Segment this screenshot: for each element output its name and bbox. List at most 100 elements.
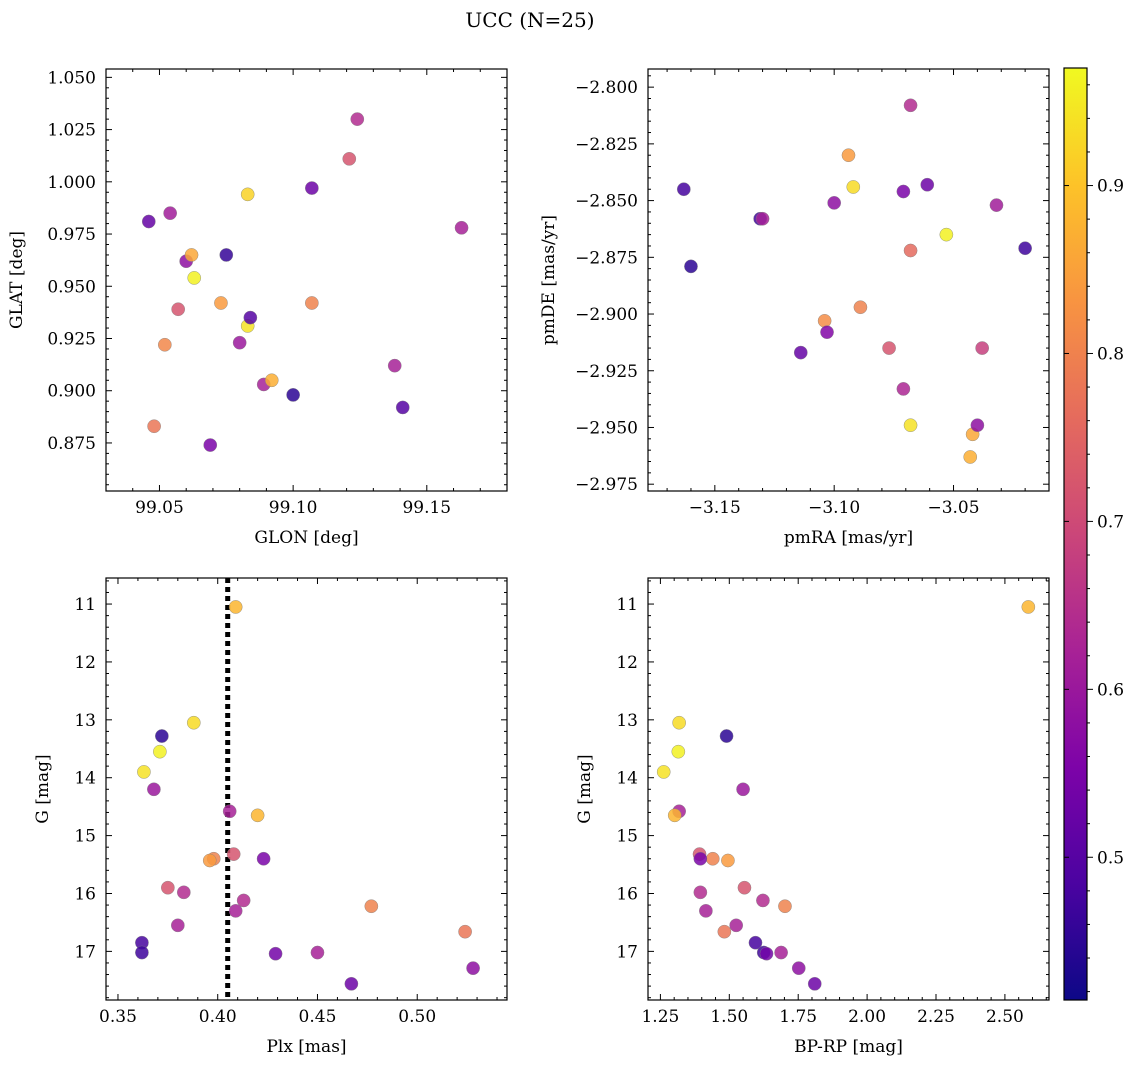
data-point xyxy=(305,181,319,195)
colorbar-tick-label: 0.6 xyxy=(1097,680,1124,700)
data-point xyxy=(756,893,770,908)
data-point xyxy=(736,782,750,797)
data-point xyxy=(963,450,978,464)
data-point xyxy=(975,341,989,355)
data-point xyxy=(672,715,686,730)
data-point xyxy=(286,388,300,402)
data-point xyxy=(184,248,199,262)
x-tick-label: 0.50 xyxy=(398,1007,436,1027)
data-point xyxy=(155,729,169,743)
data-point xyxy=(256,851,271,866)
data-point xyxy=(147,419,161,434)
y-axis-label: G [mag] xyxy=(33,754,53,823)
data-point xyxy=(817,314,832,328)
data-point xyxy=(719,729,734,743)
data-point xyxy=(989,198,1004,212)
data-point xyxy=(342,152,357,166)
x-axis-label: pmRA [mas/yr] xyxy=(784,528,913,548)
data-point xyxy=(827,196,841,210)
y-tick-label: −2.950 xyxy=(575,418,638,438)
data-point xyxy=(158,337,172,352)
x-tick-label: 99.15 xyxy=(402,498,451,518)
data-point xyxy=(171,302,185,317)
data-point xyxy=(699,904,713,918)
data-point xyxy=(903,418,918,433)
y-tick-label: 11 xyxy=(74,595,96,615)
y-tick-label: −2.875 xyxy=(575,248,638,268)
y-tick-label: −2.800 xyxy=(575,78,638,98)
y-tick-label: 0.975 xyxy=(47,225,96,245)
y-tick-label: −2.925 xyxy=(575,362,638,382)
data-point xyxy=(228,600,243,614)
y-tick-label: 0.950 xyxy=(47,277,96,297)
data-point xyxy=(141,214,156,229)
data-point xyxy=(677,182,691,197)
x-tick-label: 99.05 xyxy=(135,498,184,518)
data-point xyxy=(656,765,671,779)
y-axis-label: GLAT [deg] xyxy=(7,231,27,329)
y-tick-label: 14 xyxy=(74,769,96,789)
data-point xyxy=(717,924,732,939)
data-point xyxy=(344,976,359,991)
data-point xyxy=(264,373,279,388)
data-point xyxy=(454,220,469,235)
y-tick-label: 17 xyxy=(616,942,638,962)
data-point xyxy=(240,187,255,202)
y-tick-label: 16 xyxy=(74,884,96,904)
data-point xyxy=(226,847,241,861)
data-point xyxy=(395,400,410,415)
data-point xyxy=(236,893,251,908)
x-tick-label: −3.10 xyxy=(808,498,860,518)
y-tick-label: 17 xyxy=(74,942,96,962)
axes-frame xyxy=(647,577,1050,1001)
data-point xyxy=(793,345,808,360)
data-point xyxy=(896,184,911,199)
data-point xyxy=(310,945,325,960)
x-tick-label: 1.75 xyxy=(779,1007,817,1027)
y-tick-label: 1.025 xyxy=(47,121,96,141)
data-point xyxy=(350,112,365,126)
data-point xyxy=(163,206,177,220)
data-point xyxy=(667,808,682,823)
data-point xyxy=(222,804,237,819)
data-point xyxy=(755,211,770,226)
data-point xyxy=(693,885,708,900)
x-tick-label: 1.50 xyxy=(710,1007,748,1027)
data-point xyxy=(820,325,834,339)
y-tick-label: 0.900 xyxy=(47,382,96,402)
x-tick-label: 99.10 xyxy=(269,498,318,518)
y-tick-label: 12 xyxy=(616,653,638,673)
y-tick-label: 14 xyxy=(616,769,638,789)
data-point xyxy=(748,935,763,950)
data-point xyxy=(903,243,918,258)
data-point xyxy=(807,976,822,991)
y-tick-label: −2.825 xyxy=(575,135,638,155)
data-point xyxy=(243,310,258,325)
data-point xyxy=(671,744,686,759)
data-point xyxy=(970,418,985,433)
data-point xyxy=(458,924,472,939)
y-axis-label: G [mag] xyxy=(575,754,595,823)
data-point xyxy=(219,248,234,262)
colorbar-tick-label: 0.5 xyxy=(1097,848,1124,868)
data-point xyxy=(228,904,243,918)
data-point xyxy=(186,715,201,730)
x-tick-label: −3.05 xyxy=(927,498,979,518)
data-point xyxy=(774,945,788,960)
colorbar-gradient xyxy=(1063,67,1088,1001)
data-point xyxy=(153,744,167,759)
data-point xyxy=(737,880,752,895)
x-axis-label: BP-RP [mag] xyxy=(794,1037,903,1057)
data-point xyxy=(466,961,480,975)
data-point xyxy=(187,271,202,285)
y-tick-label: −2.975 xyxy=(575,475,638,495)
x-tick-label: −3.15 xyxy=(689,498,741,518)
y-tick-label: 0.925 xyxy=(47,329,96,349)
data-point xyxy=(305,296,319,310)
colorbar-tick-label: 0.7 xyxy=(1097,512,1124,532)
y-tick-label: 16 xyxy=(616,884,638,904)
data-point xyxy=(137,765,151,779)
data-point xyxy=(846,180,861,194)
panel-plx: 0.35 0.40 0.45 0.50 11 12 13 14 15 16 17 Plx [mas] G… xyxy=(33,577,508,1057)
